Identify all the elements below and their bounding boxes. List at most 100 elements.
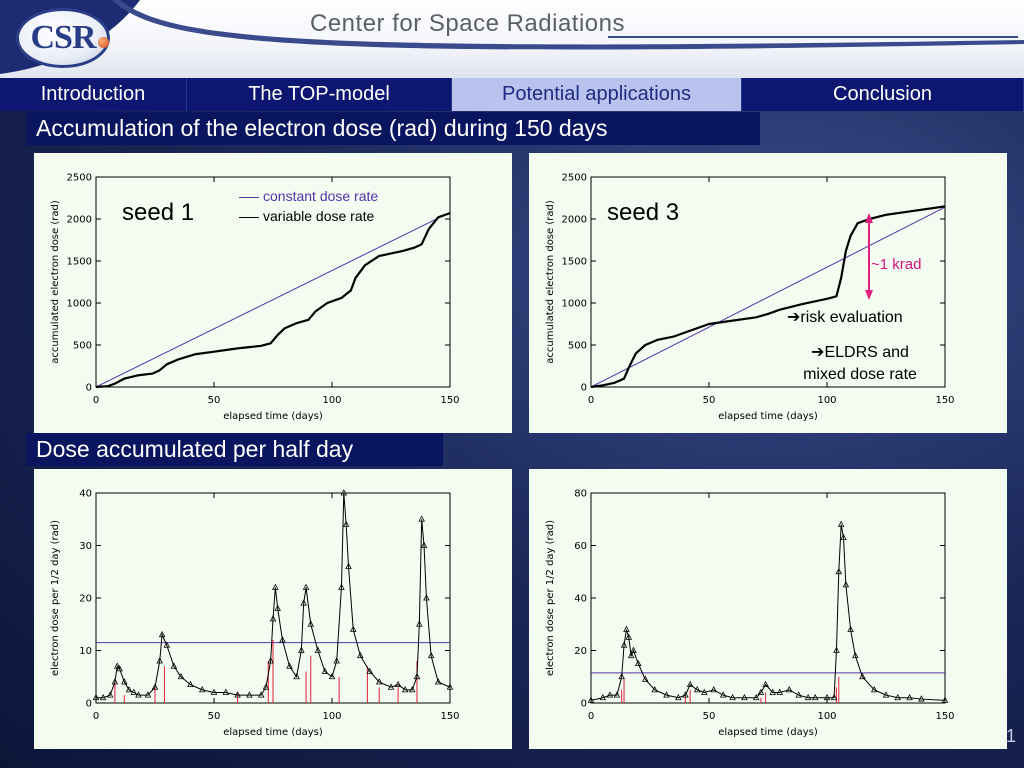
y-tick-label: 60 (574, 541, 587, 552)
krad-annotation: ~1 krad (871, 256, 922, 273)
data-point-triangle (357, 651, 364, 659)
y-tick-label: 2500 (562, 173, 587, 184)
tab-potential-applications[interactable]: Potential applications (452, 78, 742, 111)
data-point-triangle (349, 625, 357, 632)
data-point-triangle (752, 693, 760, 701)
data-point-triangle (804, 693, 812, 701)
tab-top-model[interactable]: The TOP-model (187, 78, 452, 111)
section-title-half-day: Dose accumulated per half day (26, 433, 443, 466)
data-point-triangle (634, 659, 642, 667)
data-point-triangle (340, 489, 348, 496)
data-point-triangle (257, 691, 265, 698)
y-axis-label: accumulated electron dose (rad) (50, 200, 61, 364)
data-point-triangle (630, 646, 637, 653)
data-point-triangle (606, 691, 614, 698)
data-point-triangle (420, 541, 428, 548)
legend-item-variable: variable dose rate (239, 206, 378, 226)
data-point-triangle (158, 630, 166, 638)
header: CSR Center for Space Radiations (0, 0, 1024, 78)
data-point-triangle (130, 688, 138, 695)
eldrs-label: ELDRS and (824, 344, 909, 361)
data-point-triangle (394, 680, 402, 688)
data-point-triangle (941, 696, 949, 703)
data-point-triangle (272, 583, 279, 590)
data-point-triangle (267, 657, 274, 664)
data-point-triangle (177, 672, 185, 680)
data-point-triangle (729, 693, 736, 701)
nav-bar: Introduction The TOP-model Potential app… (0, 78, 1024, 111)
data-point-triangle (785, 686, 793, 693)
y-tick-label: 20 (79, 594, 92, 605)
y-tick-label: 2500 (67, 173, 92, 184)
data-point-triangle (894, 693, 902, 701)
y-tick-label: 0 (86, 383, 92, 394)
page-number: 1 (1006, 726, 1017, 746)
legend-swatch-constant (239, 196, 259, 198)
data-point-triangle (837, 520, 845, 527)
data-point-triangle (328, 672, 336, 680)
arrow-icon: ➔ (787, 309, 801, 326)
x-axis-label: elapsed time (days) (718, 411, 818, 422)
tab-conclusion[interactable]: Conclusion (742, 78, 1024, 111)
x-tick-label: 150 (440, 711, 459, 722)
data-point-triangle (682, 691, 689, 698)
y-tick-label: 500 (568, 341, 587, 352)
data-point-triangle (625, 633, 633, 640)
chart-panel-seed1-half-day: 0 50 100 150 0 10 20 30 40 elapsed time (days) ele… (34, 469, 512, 749)
data-point-triangle (675, 693, 682, 701)
data-point-triangle (321, 667, 329, 674)
data-point-triangle (719, 691, 727, 698)
krad-arrow-head-down (865, 290, 873, 300)
data-point-triangle (234, 691, 241, 698)
data-point-triangle (627, 651, 635, 659)
y-tick-label: 0 (581, 699, 587, 710)
data-point-triangle (776, 688, 784, 695)
series-line-constant (95, 211, 451, 388)
data-point-triangle (686, 680, 694, 688)
x-tick-label: 100 (817, 711, 836, 722)
data-point-triangle (121, 678, 128, 685)
tab-introduction[interactable]: Introduction (0, 78, 187, 111)
data-point-triangle (906, 693, 913, 701)
data-point-triangle (587, 696, 595, 703)
eldrs-note: ➔ELDRS and mixed dose rate (787, 342, 933, 386)
data-point-triangle (345, 562, 352, 569)
x-tick-label: 50 (703, 395, 716, 406)
series-line-variable (95, 212, 451, 389)
logo-dot (98, 37, 109, 48)
x-tick-label: 100 (322, 711, 341, 722)
legend-item-constant: constant dose rate (239, 186, 378, 206)
data-point-triangle (135, 691, 142, 698)
x-tick-label: 50 (703, 711, 716, 722)
risk-evaluation-note: ➔risk evaluation (787, 307, 903, 327)
header-rule (608, 36, 1018, 38)
arrow-icon: ➔ (811, 344, 825, 361)
y-axis-label: electron dose per 1/2 day (rad) (50, 520, 61, 676)
legend-label-variable: variable dose rate (263, 208, 375, 224)
data-point-triangle (116, 665, 123, 672)
data-point-triangle (113, 662, 121, 669)
data-point-triangle (613, 691, 621, 698)
data-point-triangle (387, 683, 395, 690)
header-title: Center for Space Radiations (310, 10, 625, 37)
x-tick-label: 0 (588, 395, 594, 406)
chart-panel-seed3-cumulative: 0 50 100 150 0 500 1000 1500 2000 2500 elapsed tim… (529, 153, 1007, 433)
data-point-triangle (163, 641, 171, 648)
data-point-triangle (882, 691, 890, 698)
data-point-triangle (757, 688, 765, 695)
data-point-triangle (623, 625, 630, 632)
legend-swatch-variable (239, 216, 259, 218)
x-tick-label: 0 (588, 711, 594, 722)
x-tick-label: 150 (935, 395, 954, 406)
csr-logo: CSR (16, 8, 110, 68)
y-tick-label: 500 (73, 341, 92, 352)
y-tick-label: 0 (581, 383, 587, 394)
y-axis-label: accumulated electron dose (rad) (545, 200, 556, 364)
data-point-triangle (307, 620, 315, 627)
y-tick-label: 10 (79, 646, 92, 657)
data-point-triangle (446, 683, 454, 690)
data-point-triangle (338, 583, 345, 590)
eldrs-line1: ➔ELDRS and (787, 342, 933, 364)
krad-arrow-head-up (865, 213, 873, 223)
data-point-triangle (811, 693, 819, 701)
